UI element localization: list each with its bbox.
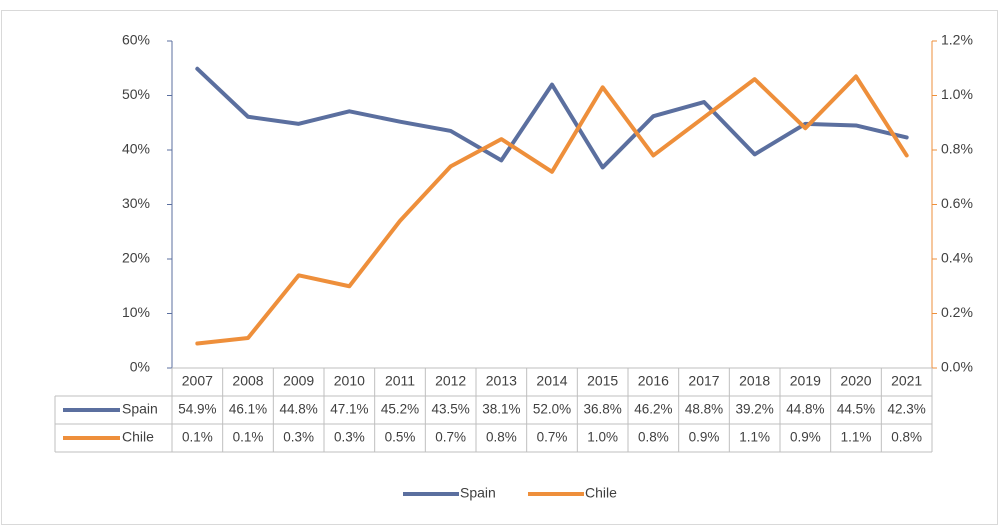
data-table-value: 39.2% (736, 402, 774, 417)
data-table-value: 47.1% (330, 402, 368, 417)
data-table-value: 0.3% (334, 430, 365, 445)
y2-tick-label: 0.8% (941, 141, 973, 157)
x-tick-label: 2017 (688, 373, 719, 389)
x-tick-label: 2016 (638, 373, 669, 389)
x-tick-label: 2007 (182, 373, 213, 389)
data-table-value: 0.8% (638, 430, 669, 445)
chart-frame (1, 10, 998, 525)
data-table-value: 44.8% (280, 402, 318, 417)
data-table-value: 43.5% (432, 402, 470, 417)
data-table-value: 48.8% (685, 402, 723, 417)
data-table-value: 1.1% (841, 430, 872, 445)
data-table-value: 0.9% (689, 430, 720, 445)
data-table-value: 44.8% (786, 402, 824, 417)
data-table-value: 38.1% (482, 402, 520, 417)
data-table-value: 52.0% (533, 402, 571, 417)
table-row-label: Chile (122, 429, 154, 445)
x-tick-label: 2019 (790, 373, 821, 389)
data-table-value: 0.1% (233, 430, 264, 445)
data-table-value: 46.1% (229, 402, 267, 417)
data-table-value: 0.7% (537, 430, 568, 445)
y-tick-label: 0% (130, 359, 150, 375)
x-tick-label: 2010 (334, 373, 365, 389)
legend-label: Spain (460, 485, 496, 501)
y2-tick-label: 0.4% (941, 250, 973, 266)
table-row-label: Spain (122, 401, 158, 417)
y2-tick-label: 0.6% (941, 195, 973, 211)
data-table-value: 1.1% (739, 430, 770, 445)
data-table-value: 45.2% (381, 402, 419, 417)
y-tick-label: 60% (122, 32, 150, 48)
y2-tick-label: 0.2% (941, 304, 973, 320)
data-table-value: 0.5% (385, 430, 416, 445)
data-table-value: 36.8% (584, 402, 622, 417)
data-table-value: 0.7% (435, 430, 466, 445)
x-tick-label: 2018 (739, 373, 770, 389)
data-table-value: 1.0% (587, 430, 618, 445)
x-tick-label: 2012 (435, 373, 466, 389)
data-table-value: 44.5% (837, 402, 875, 417)
y2-tick-label: 1.2% (941, 32, 973, 48)
data-table-value: 0.1% (182, 430, 213, 445)
data-table-value: 0.9% (790, 430, 821, 445)
y-tick-label: 10% (122, 304, 150, 320)
x-tick-label: 2014 (536, 373, 567, 389)
series-line (195, 66, 909, 170)
y-tick-label: 50% (122, 86, 150, 102)
x-tick-label: 2013 (486, 373, 517, 389)
series-line (195, 74, 909, 346)
data-table-value: 0.8% (891, 430, 922, 445)
x-tick-label: 2011 (385, 373, 415, 389)
data-table-value: 0.3% (283, 430, 314, 445)
x-tick-label: 2009 (283, 373, 314, 389)
legend-label: Chile (585, 485, 617, 501)
y2-tick-label: 1.0% (941, 86, 973, 102)
y-tick-label: 30% (122, 195, 150, 211)
y-tick-label: 20% (122, 250, 150, 266)
x-tick-label: 2020 (840, 373, 871, 389)
data-table-value: 0.8% (486, 430, 517, 445)
y2-tick-label: 0.0% (941, 359, 973, 375)
data-table-value: 46.2% (634, 402, 672, 417)
data-table-value: 54.9% (178, 402, 216, 417)
data-table-value: 42.3% (888, 402, 926, 417)
x-tick-label: 2008 (232, 373, 263, 389)
x-tick-label: 2021 (891, 373, 922, 389)
y-tick-label: 40% (122, 141, 150, 157)
x-tick-label: 2015 (587, 373, 618, 389)
